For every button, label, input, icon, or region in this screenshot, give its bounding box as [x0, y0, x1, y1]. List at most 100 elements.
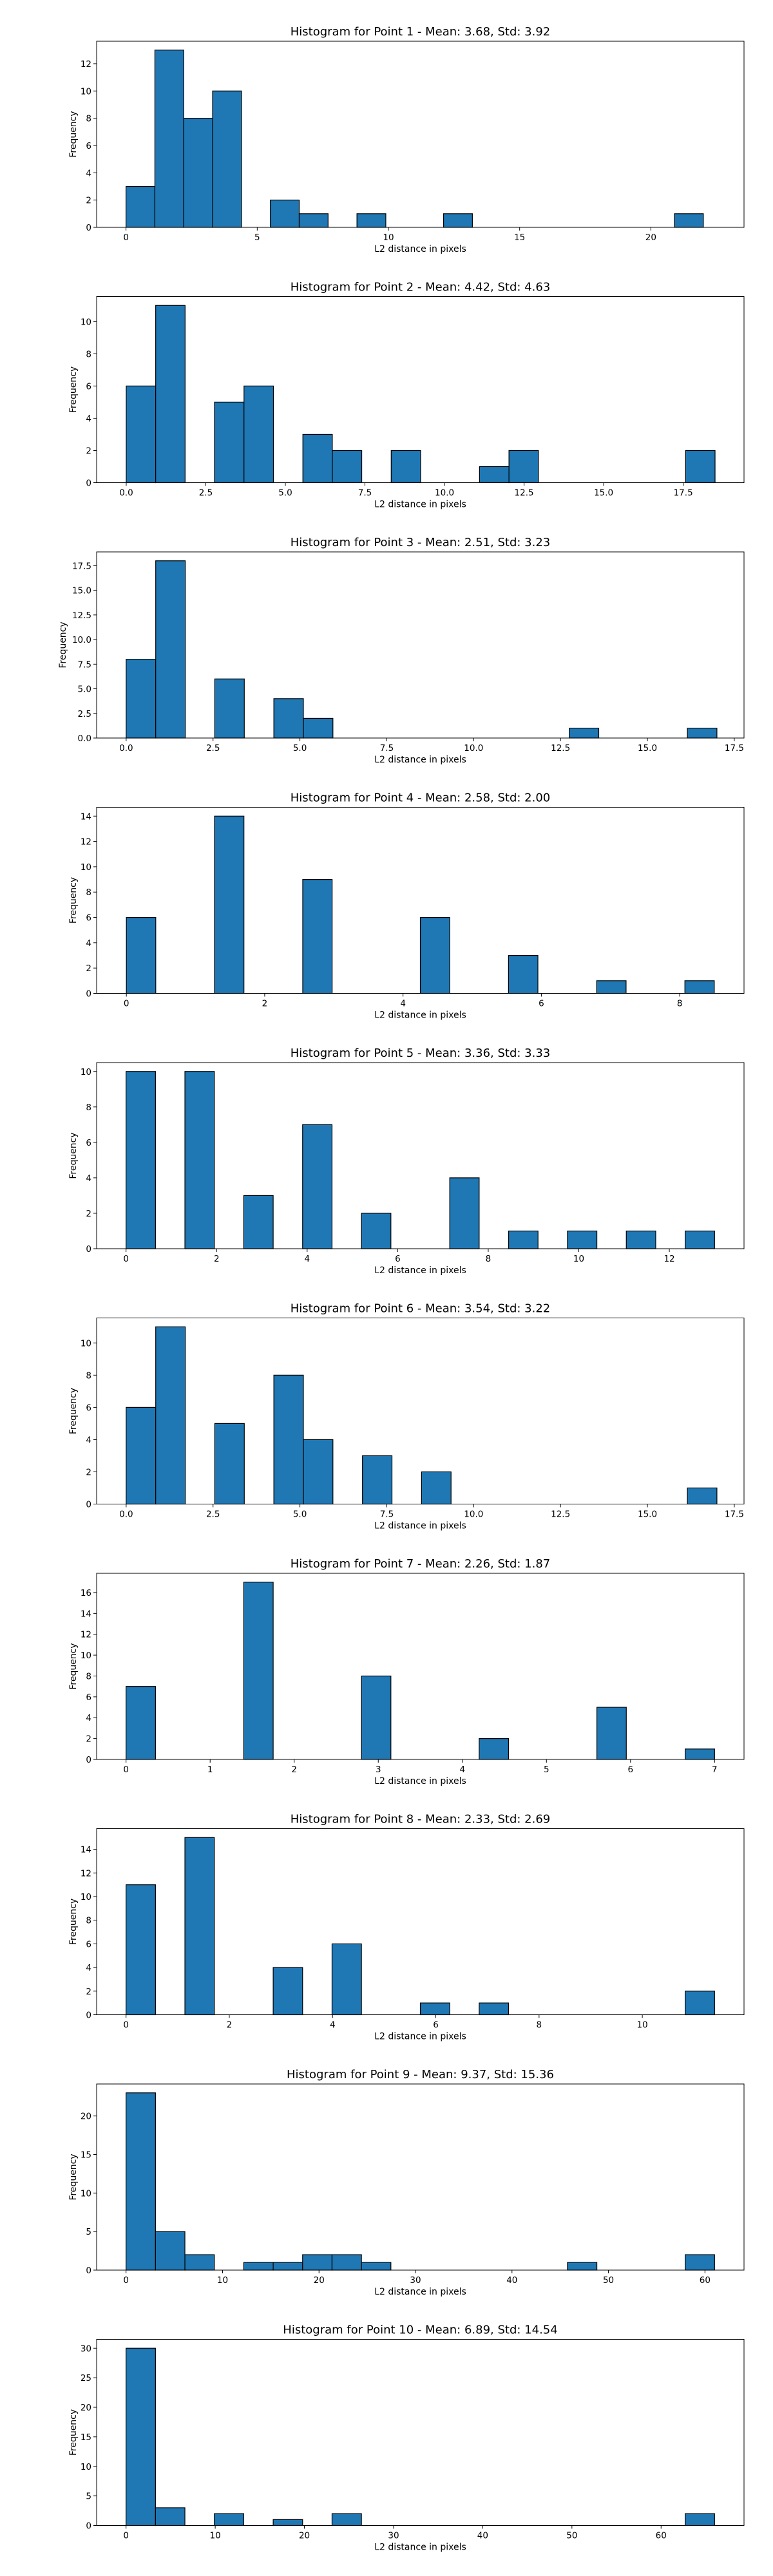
histogram-bar [270, 200, 300, 228]
histogram-bar [356, 213, 386, 228]
histogram-bar [126, 2092, 156, 2271]
x-tick-label: 17.5 [725, 743, 744, 753]
y-tick-label: 4 [86, 413, 91, 424]
x-tick-label: 7 [712, 1765, 718, 1775]
chart-title: Histogram for Point 9 - Mean: 9.37, Std:… [287, 2068, 554, 2081]
y-tick-label: 12 [81, 1630, 91, 1640]
x-tick-label: 5.0 [293, 1510, 307, 1520]
histogram-bar [302, 1124, 333, 1249]
x-axis-label: L2 distance in pixels [374, 2543, 466, 2553]
x-axis-label: L2 distance in pixels [374, 2287, 466, 2297]
plot-frame [96, 1828, 745, 2015]
x-axis-label: L2 distance in pixels [374, 755, 466, 765]
x-tick-label: 17.5 [725, 1510, 744, 1520]
histogram-bar [625, 1230, 656, 1249]
x-tick-label: 12.5 [551, 1510, 570, 1520]
histogram-bar [126, 1686, 156, 1760]
y-axis-label: Frequency [68, 1388, 79, 1434]
histogram-bar [331, 2254, 362, 2271]
histogram-bar [332, 450, 363, 484]
y-tick-label: 6 [86, 141, 91, 151]
x-tick-label: 0 [123, 1254, 129, 1264]
x-tick-label: 40 [506, 2275, 517, 2286]
y-tick-label: 4 [86, 168, 91, 178]
histogram-bar [685, 2513, 715, 2526]
chart-title: Histogram for Point 7 - Mean: 2.26, Std:… [291, 1557, 551, 1571]
chart-title: Histogram for Point 8 - Mean: 2.33, Std:… [291, 1813, 551, 1826]
x-tick-label: 2 [262, 999, 268, 1009]
x-axis-label: L2 distance in pixels [374, 2032, 466, 2042]
y-tick-label: 2 [86, 196, 91, 206]
x-tick-label: 8 [537, 2020, 542, 2031]
y-tick-label: 15 [81, 2432, 91, 2443]
x-tick-label: 30 [388, 2531, 399, 2541]
plot-frame [96, 1573, 745, 1760]
histogram-bar [214, 2513, 245, 2526]
x-tick-label: 7.5 [380, 1510, 394, 1520]
histogram-panel-9: 0 10 20 30 40 50 60 0 5 10 15 20 Histogram for Point… [68, 2068, 745, 2297]
y-tick-label: 10 [81, 1892, 91, 1902]
y-tick-label: 2 [86, 1467, 91, 1477]
histogram-bar [302, 2254, 333, 2271]
x-tick-label: 15.0 [638, 743, 657, 753]
y-axis-label: Frequency [68, 877, 79, 923]
y-tick-label: 10 [81, 1651, 91, 1661]
y-tick-label: 14 [81, 1845, 91, 1855]
y-tick-label: 30 [81, 2344, 91, 2354]
chart-title: Histogram for Point 5 - Mean: 3.36, Std:… [291, 1046, 551, 1060]
chart-title: Histogram for Point 6 - Mean: 3.54, Std:… [291, 1302, 551, 1316]
histogram-bar [243, 1195, 274, 1249]
x-tick-label: 3 [376, 1765, 381, 1775]
histogram-bar [567, 2262, 598, 2271]
plot-frame [96, 296, 745, 483]
x-tick-label: 6 [433, 2020, 439, 2031]
histogram-bar [243, 385, 274, 484]
x-tick-label: 2.5 [206, 1510, 220, 1520]
y-tick-label: 10 [81, 1338, 91, 1349]
x-tick-label: 5 [254, 232, 260, 243]
histogram-bar [419, 916, 450, 994]
histogram-bar [331, 2513, 362, 2526]
histogram-bar [155, 1326, 186, 1505]
x-tick-label: 10.0 [435, 488, 454, 498]
y-tick-label: 5 [86, 2492, 91, 2502]
histogram-bar [479, 2002, 510, 2016]
x-tick-label: 10 [217, 2275, 228, 2286]
x-tick-label: 60 [700, 2275, 711, 2286]
histogram-bar [214, 678, 245, 739]
histogram-bar [214, 815, 245, 994]
x-tick-label: 2 [291, 1765, 297, 1775]
y-tick-label: 12.5 [72, 611, 91, 621]
plot-frame [96, 2083, 745, 2271]
y-tick-label: 14 [81, 811, 91, 822]
y-axis-label: Frequency [58, 621, 68, 668]
y-tick-label: 8 [86, 349, 91, 359]
histogram-panel-1: 0 5 10 15 20 0 2 4 6 8 10 12 Histogram for Point 1 -… [68, 25, 745, 254]
x-tick-label: 0.0 [119, 488, 133, 498]
chart-title: Histogram for Point 4 - Mean: 2.58, Std:… [291, 791, 551, 805]
y-tick-label: 6 [86, 381, 91, 392]
y-tick-label: 2.5 [78, 709, 91, 719]
x-tick-label: 12.5 [515, 488, 534, 498]
histogram-bar [272, 2519, 303, 2526]
y-tick-label: 16 [81, 1588, 91, 1598]
histogram-bar [214, 401, 245, 484]
histogram-bar [184, 2254, 215, 2271]
histogram-bar [303, 717, 334, 739]
y-tick-label: 0.0 [78, 734, 91, 744]
histogram-bar [126, 2347, 156, 2526]
histogram-bar [443, 213, 473, 228]
y-tick-label: 12 [81, 59, 91, 70]
x-tick-label: 0.0 [119, 743, 133, 753]
histogram-bar [684, 980, 715, 994]
y-tick-label: 6 [86, 1403, 91, 1413]
histogram-bar [479, 1738, 510, 1760]
histogram-bar [685, 1230, 715, 1249]
x-axis-label: L2 distance in pixels [374, 500, 466, 510]
x-tick-label: 12 [663, 1254, 674, 1264]
y-tick-label: 8 [86, 114, 91, 124]
y-tick-label: 2 [86, 963, 91, 974]
x-tick-label: 1 [207, 1765, 213, 1775]
y-tick-label: 8 [86, 1671, 91, 1681]
